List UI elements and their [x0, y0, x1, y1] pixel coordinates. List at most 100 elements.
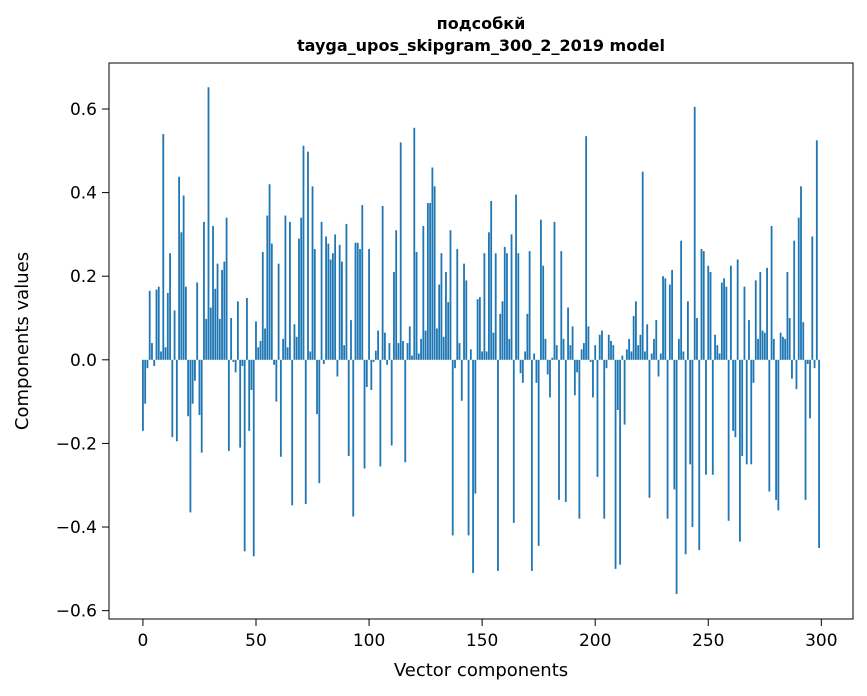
bar [365, 359, 368, 387]
bar [542, 265, 545, 360]
bar [775, 359, 778, 500]
bar [359, 249, 361, 360]
bar [646, 324, 649, 360]
bar [592, 359, 594, 398]
bar [521, 359, 524, 383]
bar [363, 359, 366, 469]
bar [327, 243, 330, 360]
bar [601, 330, 603, 360]
bar [497, 359, 499, 571]
bar [361, 205, 364, 360]
bar [279, 359, 282, 457]
bar [659, 353, 662, 360]
bar [625, 349, 628, 360]
y-tick-label: 0.4 [70, 184, 97, 204]
bar [316, 359, 318, 415]
bar [341, 261, 343, 360]
bar [501, 301, 504, 360]
bar [203, 221, 205, 360]
y-tick-label: 0.6 [70, 100, 97, 120]
bar [422, 226, 425, 360]
bar [431, 167, 434, 360]
bar [438, 284, 441, 360]
bar [255, 321, 257, 360]
bar [397, 343, 400, 360]
bar [420, 338, 422, 360]
bar [562, 338, 565, 360]
bar [189, 359, 192, 513]
bar [682, 351, 685, 360]
bar [671, 269, 673, 360]
bar [395, 230, 398, 360]
bar [528, 251, 531, 360]
bar [313, 249, 316, 360]
bar [415, 251, 418, 360]
bar [447, 302, 450, 360]
bar [399, 142, 402, 360]
bar [383, 332, 386, 360]
bar [687, 301, 689, 360]
bar [212, 226, 214, 360]
bar [555, 345, 558, 360]
bar [734, 359, 737, 438]
bar [153, 359, 156, 367]
bar [725, 286, 728, 360]
bar [151, 343, 153, 360]
y-tick-label: 0.2 [70, 267, 97, 287]
bar [786, 272, 789, 360]
bar [709, 272, 712, 360]
bar [311, 186, 314, 360]
y-tick-label: 0.0 [70, 351, 97, 371]
bar [322, 359, 325, 364]
bar [716, 345, 719, 360]
bar [806, 359, 809, 364]
bar [478, 297, 481, 360]
bar [200, 359, 203, 453]
bar [182, 195, 185, 360]
bar [754, 280, 757, 360]
bar [644, 351, 646, 360]
bar [372, 359, 375, 362]
bar [800, 186, 802, 360]
bar [386, 359, 389, 365]
bar [243, 359, 246, 552]
bar [157, 286, 160, 360]
bar [533, 353, 536, 360]
bar [777, 359, 780, 511]
bar [252, 359, 255, 557]
bar [603, 359, 606, 519]
bar [180, 232, 183, 360]
bar [411, 355, 413, 360]
bar [680, 240, 683, 360]
bar [368, 249, 370, 360]
bar [720, 282, 723, 360]
bar [743, 286, 746, 360]
bar [178, 176, 181, 360]
bar [472, 359, 474, 574]
bar [628, 338, 631, 360]
bar [546, 359, 549, 375]
bar [241, 359, 244, 367]
bar [684, 359, 687, 555]
bar [232, 359, 235, 362]
bar [148, 290, 151, 360]
bar [506, 253, 508, 360]
bar [338, 244, 341, 360]
bar [207, 87, 210, 360]
bar [268, 184, 271, 360]
bar [650, 353, 653, 360]
bar [781, 336, 784, 360]
bar [261, 251, 264, 360]
bar [347, 359, 350, 456]
bar [802, 322, 805, 360]
bar [564, 359, 567, 502]
bar [689, 359, 692, 465]
bar [549, 359, 551, 398]
bar [236, 301, 239, 360]
bar [284, 215, 287, 360]
bar [354, 242, 357, 360]
plot-frame [108, 62, 854, 620]
bar [727, 359, 730, 521]
bar [707, 265, 710, 360]
bar [691, 359, 694, 528]
